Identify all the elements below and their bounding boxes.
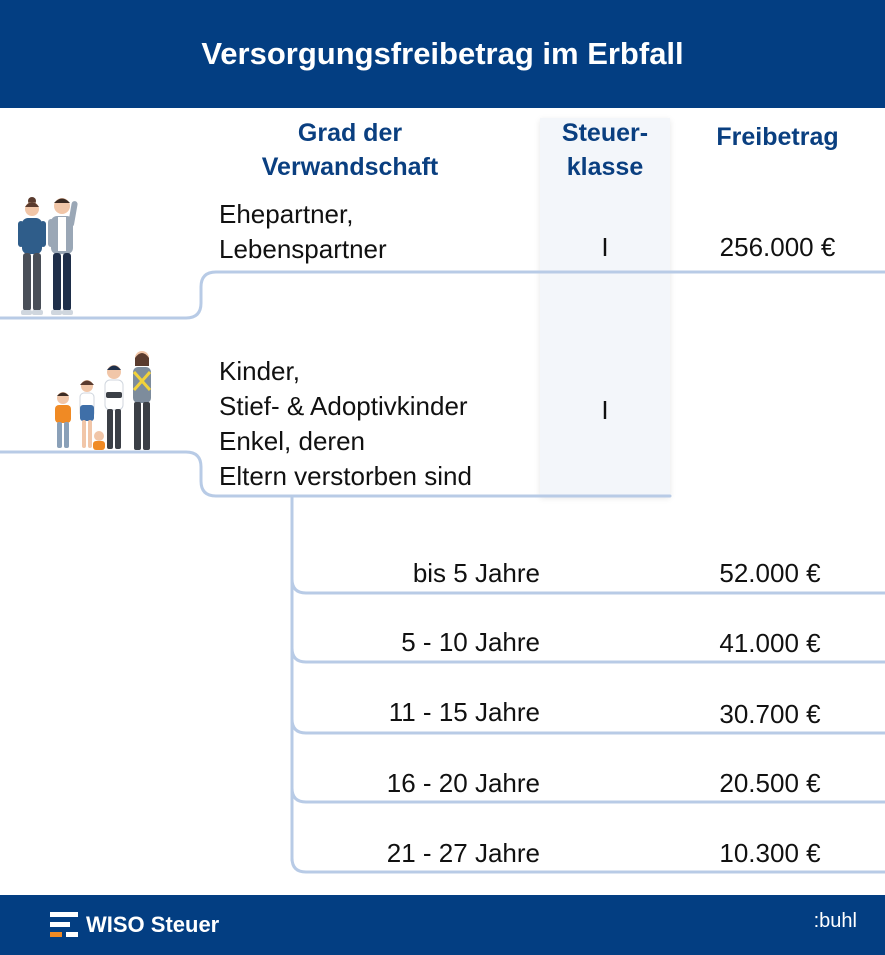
connector-lines (0, 270, 885, 874)
couple-illustration-icon (18, 197, 78, 315)
relation-spouse: Ehepartner, Lebenspartner (219, 197, 387, 267)
age-row-allowance: 52.000 € (719, 558, 821, 588)
tax-class-children: I (601, 395, 609, 425)
age-row-allowance: 41.000 € (719, 628, 821, 658)
column-header-relation-line2: Verwandschaft (261, 153, 439, 181)
column-header-tax-class-line1: Steuer- (561, 119, 649, 147)
footer-bar (0, 895, 885, 955)
tax-class-column-band (540, 118, 670, 496)
relation-children-line1: Kinder, (219, 356, 300, 386)
header-banner: Versorgungsfreibetrag im Erbfall (0, 0, 885, 108)
age-row-allowance: 30.700 € (719, 699, 821, 729)
company-logo: :buhl (813, 910, 857, 932)
wiso-logo: WISO Steuer (50, 912, 219, 938)
age-row-label: bis 5 Jahre (412, 558, 540, 588)
relation-spouse-line2: Lebenspartner (219, 234, 387, 264)
allowance-spouse: 256.000 € (719, 232, 836, 262)
column-header-tax-class-line2: klasse (566, 153, 644, 181)
relation-children: Kinder, Stief- & Adoptivkinder Enkel, de… (219, 354, 472, 494)
relation-spouse-line1: Ehepartner, (219, 199, 354, 229)
age-row-allowance: 20.500 € (719, 768, 821, 798)
relation-children-line3: Enkel, deren (219, 426, 365, 456)
column-header-relation-line1: Grad der (297, 119, 403, 147)
page-title: Versorgungsfreibetrag im Erbfall (201, 36, 684, 71)
age-row-label: 11 - 15 Jahre (388, 697, 540, 727)
column-header-tax-class: Steuer- klasse (545, 116, 665, 184)
column-header-allowance: Freibetrag (716, 123, 839, 151)
relation-children-line2: Stief- & Adoptivkinder (219, 391, 468, 421)
age-row-allowance: 10.300 € (719, 838, 821, 868)
column-header-relation: Grad der Verwandschaft (240, 116, 460, 184)
tax-class-spouse: I (601, 232, 609, 262)
brand-name: WISO Steuer (86, 912, 220, 937)
age-row-label: 16 - 20 Jahre (386, 768, 540, 798)
age-row-label: 5 - 10 Jahre (401, 627, 540, 657)
family-illustration-icon (55, 351, 152, 450)
wiso-logo-icon (50, 912, 78, 937)
relation-children-line4: Eltern verstorben sind (219, 461, 472, 491)
age-row-label: 21 - 27 Jahre (386, 838, 540, 868)
